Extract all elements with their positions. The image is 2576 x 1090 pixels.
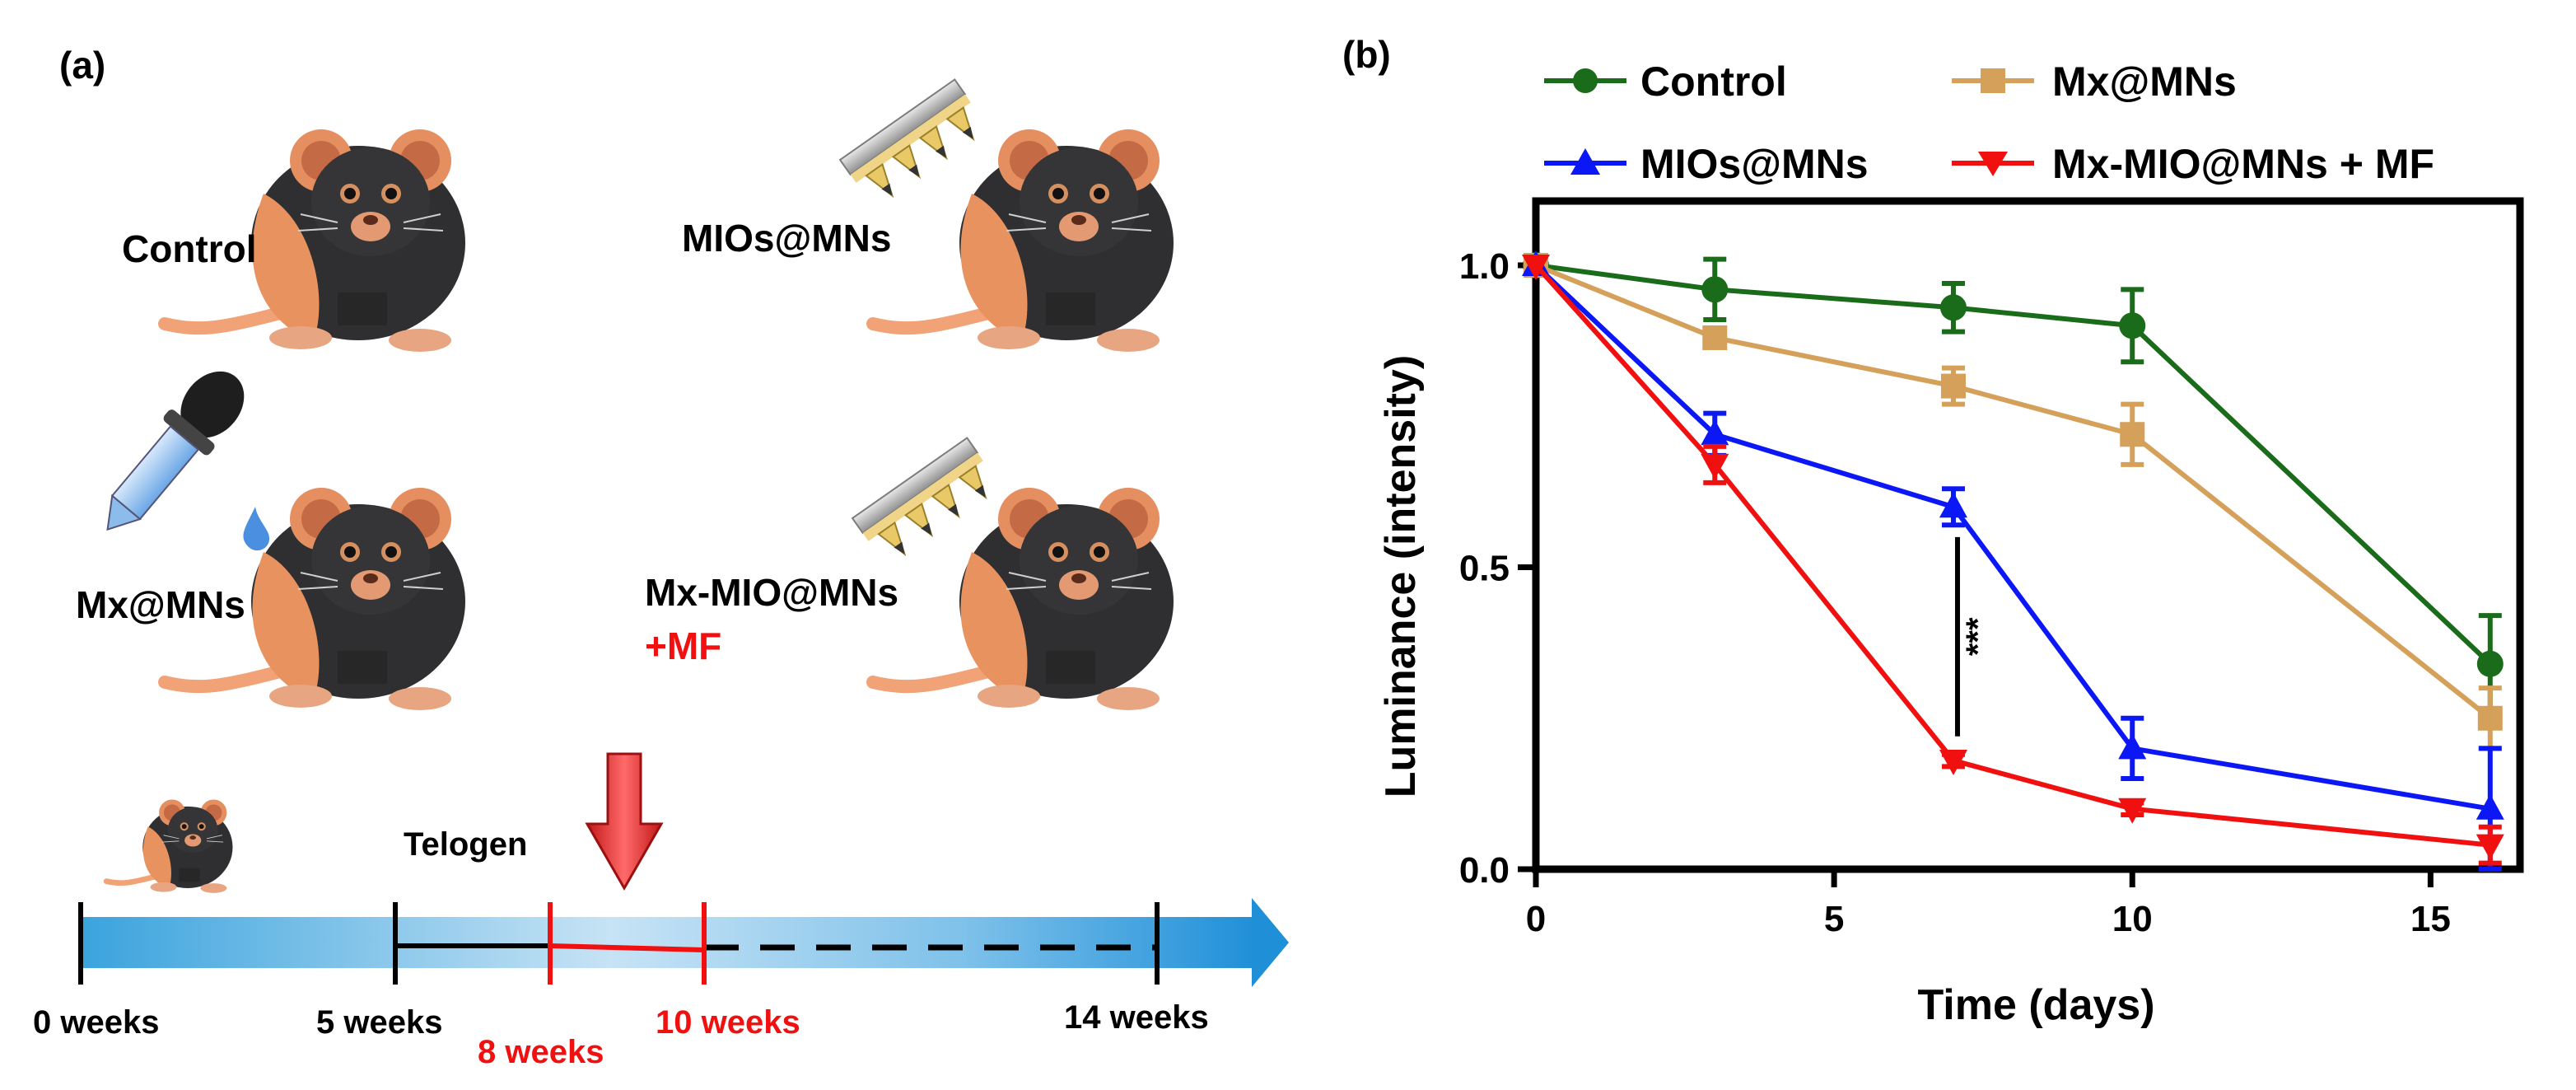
data-point [2118,798,2147,824]
data-point [1522,255,1550,280]
data-point [1939,294,1967,321]
data-point [2477,705,2503,731]
data-point [1939,750,1967,776]
data-point [2476,650,2504,677]
x-tick-label: 5 [1824,899,1844,939]
legend-marker-circle-icon [1573,68,1598,93]
data-point [2118,733,2147,760]
significance-label: *** [1960,617,1996,656]
group-label-control: Control [122,227,257,270]
group-label-mios: MIOs@MNs [682,217,891,260]
legend-marker-square-icon [1981,68,2005,93]
x-tick-label: 10 [2112,899,2153,939]
timeline-label-8: 8 weeks [478,1034,604,1070]
data-point [2476,793,2504,820]
timeline-phase-label: Telogen [404,826,527,863]
timeline [78,752,1289,987]
legend-label-control: Control [1640,58,1787,105]
group-label-mxmio: Mx-MIO@MNs [645,571,898,614]
legend-item-mx: Mx@MNs [1952,58,2237,105]
y-tick-label: 1.0 [1459,246,1510,287]
legend-label-mxmio: Mx-MIO@MNs + MF [2052,141,2434,187]
legend-item-mios: MIOs@MNs [1544,141,1869,187]
series-line-3 [1533,263,2491,848]
legend-item-mxmio: Mx-MIO@MNs + MF [1952,141,2434,187]
mouse-small-illustration [106,799,232,892]
series-line-1 [1534,263,2492,721]
data-point [1701,276,1729,303]
microneedle-patch-icon [839,78,990,209]
timeline-arrowhead [1252,898,1289,987]
timeline-label-0: 0 weeks [33,1004,159,1041]
legend-label-mios: MIOs@MNs [1640,141,1869,187]
data-point [1940,373,1966,399]
y-tick-label: 0.0 [1459,850,1510,891]
data-point [1701,453,1729,480]
legend-label-mx: Mx@MNs [2052,58,2237,105]
drop-icon [243,507,270,551]
data-point [2476,834,2504,860]
data-point [1939,492,1967,518]
y-tick-label: 0.5 [1459,549,1510,589]
panel-a-label: (a) [59,44,105,87]
treatment-arrow-icon [585,752,664,891]
series-line-2 [1533,263,2491,812]
legend: Control Mx@MNs MIOs@MNs Mx-MIO@MNs + MF [1544,58,2434,187]
plot-frame [1532,197,2524,873]
x-axis-title: Time (days) [1917,981,2154,1029]
x-tick-label: 0 [1526,899,1546,939]
timeline-label-10: 10 weeks [656,1004,800,1041]
y-axis-title: Luminance (intensity) [1377,355,1425,798]
mouse-mios-illustration [873,129,1174,352]
data-point [1702,325,1728,350]
x-tick-label: 15 [2410,899,2451,939]
luminance-chart: 0 5 10 15 0.0 0.5 1.0 Time (days) Luminance (int… [1377,197,2524,1029]
data-point [2119,312,2146,339]
data-point [1701,419,1729,446]
timeline-label-14: 14 weeks [1064,999,1209,1036]
legend-marker-triangle-down-icon [1978,152,2008,176]
data-point [2120,422,2145,447]
group-label-mf: +MF [645,625,721,667]
dropper-icon [106,371,245,531]
timeline-label-5: 5 weeks [316,1004,442,1041]
group-label-mx: Mx@MNs [76,583,245,626]
panel-b-label: (b) [1342,33,1391,76]
legend-marker-triangle-up-icon [1570,148,1600,175]
timeline-bar [81,917,1258,968]
legend-item-control: Control [1544,58,1787,105]
